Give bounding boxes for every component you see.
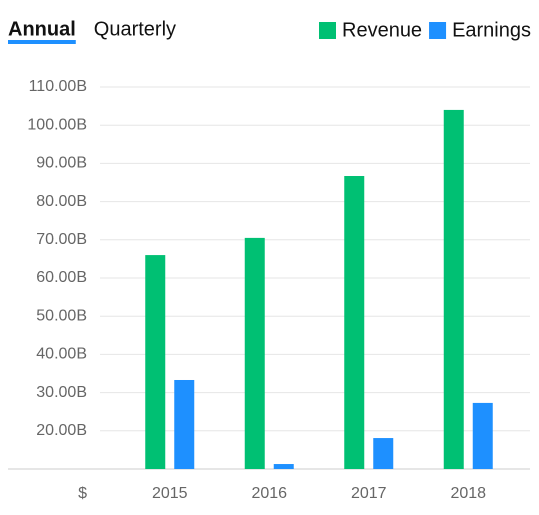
y-tick-label: 90.00B	[36, 155, 87, 172]
x-tick-label: 2017	[351, 485, 387, 502]
x-tick-label: 2016	[251, 485, 287, 502]
y-tick-label: 40.00B	[36, 346, 87, 363]
bar	[174, 379, 195, 469]
y-axis-label: $	[78, 485, 87, 502]
legend-label: Earnings	[452, 19, 531, 41]
legend-label: Revenue	[342, 19, 422, 41]
x-tick-label: 2015	[152, 485, 188, 502]
bar	[344, 176, 365, 470]
bar	[373, 438, 394, 469]
tab[interactable]: Annual	[8, 18, 76, 40]
y-tick-label: 20.00B	[36, 422, 87, 439]
bar	[472, 402, 493, 469]
bar	[244, 237, 265, 469]
x-tick-label: 2018	[450, 485, 486, 502]
y-tick-label: 80.00B	[36, 193, 87, 210]
y-tick-label: 110.00B	[29, 78, 87, 95]
y-tick-label: 100.00B	[27, 116, 87, 133]
bar	[145, 255, 166, 469]
bar	[273, 464, 294, 469]
legend-swatch	[319, 22, 336, 39]
tab-underline	[8, 40, 76, 44]
y-tick-label: 50.00B	[36, 307, 87, 324]
y-tick-label: 70.00B	[36, 231, 87, 248]
bar	[443, 109, 464, 470]
legend-swatch	[429, 22, 447, 39]
y-tick-label: 60.00B	[36, 269, 87, 286]
tab[interactable]: Quarterly	[94, 18, 176, 40]
y-tick-label: 30.00B	[36, 384, 87, 401]
